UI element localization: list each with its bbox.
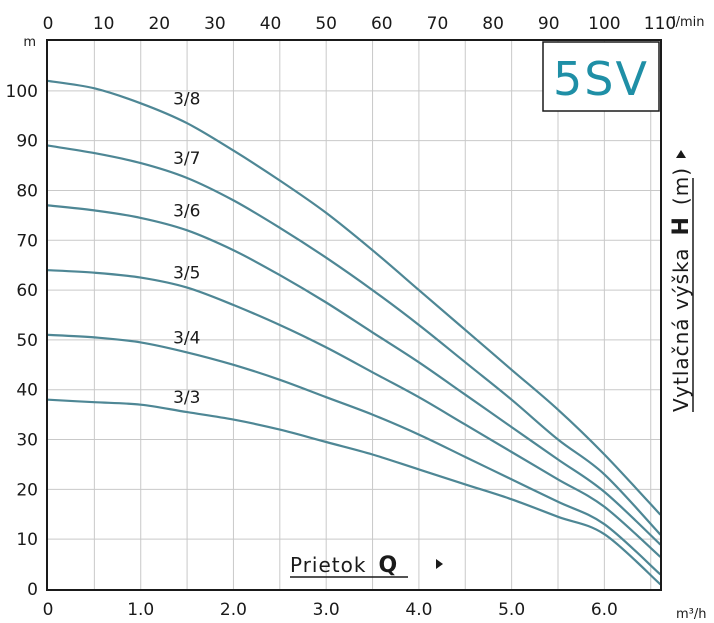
y-axis-arrow-icon: [676, 150, 686, 158]
series-curve-3-3: [46, 398, 662, 586]
x-top-tick-label: 50: [315, 14, 337, 34]
logo-text: 5SV: [553, 52, 649, 106]
x-top-tick-label: 110: [644, 14, 676, 34]
x-bottom-tick-label: 6.0: [591, 600, 618, 620]
x-top-axis-unit: l/min: [672, 15, 705, 30]
y-tick-label: 50: [16, 331, 38, 351]
y-axis-unit: m: [23, 35, 36, 50]
x-bottom-axis-unit: m³/h: [676, 607, 707, 622]
x-axis-top-ticks: 0 10 20 30 40 50 60 70 80 90 100 110: [43, 14, 677, 34]
svg-text:Prietok Q: Prietok Q: [290, 553, 397, 578]
y-tick-label: 60: [16, 281, 38, 301]
series-label-3-4: 3/4: [173, 328, 200, 348]
x-top-tick-label: 10: [93, 14, 115, 34]
x-top-tick-label: 90: [538, 14, 560, 34]
series-curve-3-7: [46, 144, 662, 536]
y-tick-label: 40: [16, 381, 38, 401]
x-bottom-tick-label: 5.0: [498, 600, 525, 620]
plot-frame: [46, 39, 662, 591]
x-top-tick-label: 0: [43, 14, 54, 34]
series-labels: 3/8 3/7 3/6 3/5 3/4 3/3: [173, 89, 200, 408]
series-curve-3-8: [46, 79, 662, 516]
series-curve-3-6: [46, 204, 662, 546]
series-curve-3-4: [46, 333, 662, 576]
pump-curves: [46, 79, 662, 586]
y-tick-label: 90: [16, 132, 38, 152]
grid: [48, 41, 660, 589]
y-tick-label: 30: [16, 431, 38, 451]
x-bottom-tick-label: 2.0: [220, 600, 247, 620]
y-tick-label: 10: [16, 530, 38, 550]
y-tick-label: 20: [16, 480, 38, 500]
y-tick-label: 100: [6, 82, 38, 102]
x-bottom-tick-label: 0: [43, 600, 54, 620]
logo-box: 5SV: [542, 41, 660, 112]
x-top-tick-label: 60: [371, 14, 393, 34]
series-label-3-6: 3/6: [173, 201, 200, 221]
x-axis-title-text: Prietok: [290, 553, 366, 577]
x-bottom-tick-label: 3.0: [313, 600, 340, 620]
y-axis-title: Vytlačná výška H (m): [669, 150, 694, 412]
x-top-tick-label: 70: [427, 14, 449, 34]
y-axis-ticks: 0 10 20 30 40 50 60 70 80 90 100: [6, 82, 38, 600]
y-axis-title-bold: H: [669, 217, 694, 235]
x-top-tick-label: 80: [482, 14, 504, 34]
y-tick-label: 80: [16, 181, 38, 201]
series-label-3-5: 3/5: [173, 264, 200, 284]
y-axis-title-text: Vytlačná výška: [669, 248, 693, 413]
x-axis-arrow-icon: [436, 559, 443, 569]
series-curve-3-5: [46, 269, 662, 558]
x-top-tick-label: 30: [204, 14, 226, 34]
series-label-3-3: 3/3: [173, 388, 200, 408]
series-label-3-8: 3/8: [173, 89, 200, 109]
y-axis-title-unit: (m): [669, 167, 693, 205]
series-label-3-7: 3/7: [173, 149, 200, 169]
x-top-tick-label: 40: [260, 14, 282, 34]
x-bottom-tick-label: 4.0: [405, 600, 432, 620]
y-tick-label: 0: [27, 580, 38, 600]
x-bottom-tick-label: 1.0: [127, 600, 154, 620]
x-top-tick-label: 20: [148, 14, 170, 34]
x-axis-bottom-ticks: 0 1.0 2.0 3.0 4.0 5.0 6.0: [43, 600, 618, 620]
y-tick-label: 70: [16, 231, 38, 251]
x-axis-title: Prietok Q: [290, 553, 443, 578]
x-top-tick-label: 100: [588, 14, 620, 34]
x-axis-title-bold: Q: [378, 553, 397, 578]
svg-text:Vytlačná výška H (: Vytlačná výška H (m): [669, 167, 694, 412]
